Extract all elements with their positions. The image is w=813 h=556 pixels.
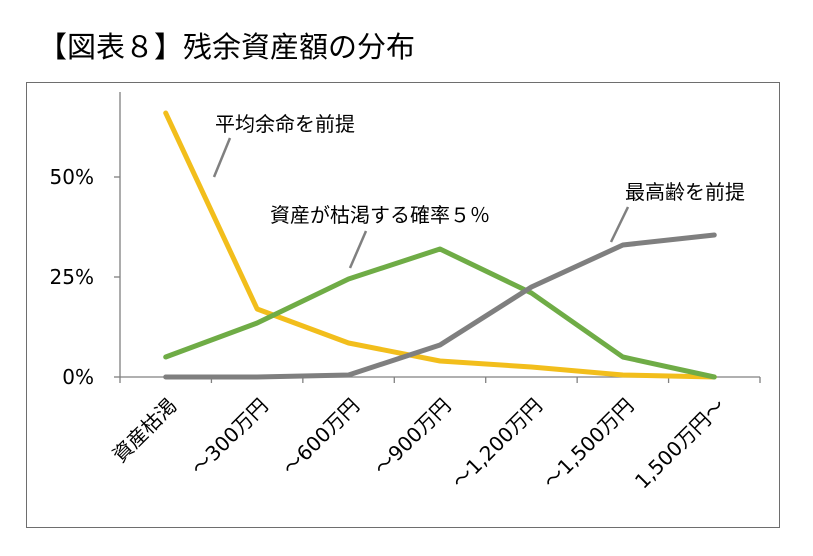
category-label: ～300万円	[186, 394, 272, 480]
annotation-leaders	[212, 137, 630, 269]
series-annotation: 平均余命を前提	[215, 112, 355, 136]
category-label: ～900万円	[369, 394, 455, 480]
y-tick-label: 50%	[50, 165, 94, 189]
y-tick-label: 25%	[50, 265, 94, 289]
annotation-leader	[212, 137, 232, 178]
series-line-1	[163, 246, 717, 380]
category-label: ～600万円	[278, 394, 364, 480]
chart-title: 【図表８】残余資産額の分布	[38, 30, 416, 64]
category-label: 1,500万円～	[630, 394, 730, 494]
y-tick-labels: 0% 25% 50%	[50, 165, 94, 389]
chart-frame	[26, 82, 780, 528]
series-annotation: 資産が枯渇する確率５％	[270, 203, 490, 227]
series-line-2	[163, 232, 717, 380]
annotation-leader	[348, 230, 368, 269]
series-line-0	[163, 110, 717, 380]
category-label: ～1,200万円	[447, 394, 547, 494]
annotation-leader	[609, 206, 630, 243]
y-tick-label: 0%	[62, 365, 94, 389]
category-label: ～1,500万円	[539, 394, 639, 494]
series-annotation: 最高齢を前提	[625, 180, 745, 204]
category-label: 資産枯渇	[108, 394, 182, 468]
x-category-labels: 資産枯渇 ～300万円 ～600万円 ～900万円～1,200万円～1,500万円1,…	[108, 394, 730, 494]
series-lines	[163, 110, 717, 380]
